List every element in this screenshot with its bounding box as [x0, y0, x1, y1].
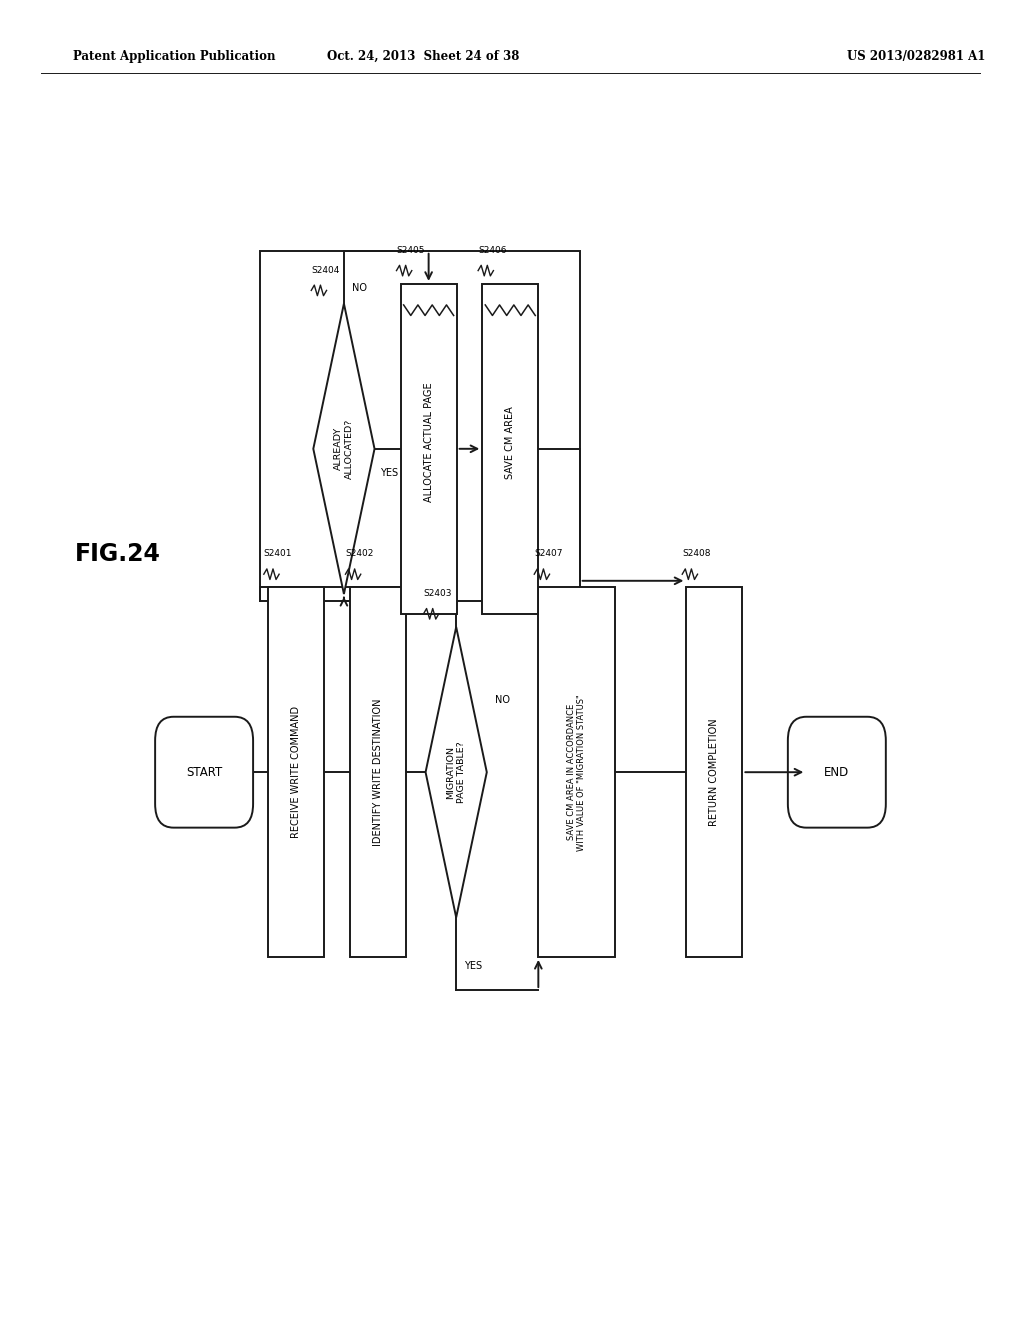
Bar: [539, 587, 614, 957]
Text: NO: NO: [495, 694, 510, 705]
Bar: [268, 587, 324, 957]
Text: S2404: S2404: [311, 265, 340, 275]
Polygon shape: [426, 627, 486, 917]
Text: START: START: [186, 766, 222, 779]
Text: S2402: S2402: [345, 549, 374, 558]
Text: S2401: S2401: [264, 549, 292, 558]
FancyBboxPatch shape: [155, 717, 253, 828]
Bar: [349, 587, 406, 957]
Polygon shape: [313, 304, 375, 594]
Text: YES: YES: [380, 467, 397, 478]
Text: RETURN COMPLETION: RETURN COMPLETION: [710, 718, 720, 826]
Text: ALREADY
ALLOCATED?: ALREADY ALLOCATED?: [334, 418, 353, 479]
FancyBboxPatch shape: [787, 717, 886, 828]
Text: US 2013/0282981 A1: US 2013/0282981 A1: [847, 50, 985, 63]
Text: FIG.24: FIG.24: [75, 543, 161, 566]
Text: YES: YES: [464, 961, 482, 972]
Text: S2406: S2406: [478, 246, 507, 255]
Text: S2405: S2405: [396, 246, 425, 255]
Text: S2403: S2403: [424, 589, 452, 598]
Text: END: END: [824, 766, 850, 779]
Bar: [482, 284, 539, 614]
Text: IDENTIFY WRITE DESTINATION: IDENTIFY WRITE DESTINATION: [373, 698, 383, 846]
Text: MIGRATION
PAGE TABLE?: MIGRATION PAGE TABLE?: [446, 742, 466, 803]
Bar: [260, 251, 580, 601]
Bar: [400, 284, 457, 614]
Text: ALLOCATE ACTUAL PAGE: ALLOCATE ACTUAL PAGE: [424, 383, 433, 502]
Text: NO: NO: [352, 282, 367, 293]
Text: Patent Application Publication: Patent Application Publication: [74, 50, 276, 63]
Text: SAVE CM AREA IN ACCORDANCE
WITH VALUE OF "MIGRATION STATUS": SAVE CM AREA IN ACCORDANCE WITH VALUE OF…: [567, 694, 587, 850]
Bar: [686, 587, 742, 957]
Text: S2407: S2407: [535, 549, 563, 558]
Text: RECEIVE WRITE COMMAND: RECEIVE WRITE COMMAND: [291, 706, 301, 838]
Text: SAVE CM AREA: SAVE CM AREA: [505, 405, 515, 479]
Text: Oct. 24, 2013  Sheet 24 of 38: Oct. 24, 2013 Sheet 24 of 38: [328, 50, 520, 63]
Text: S2408: S2408: [682, 549, 711, 558]
